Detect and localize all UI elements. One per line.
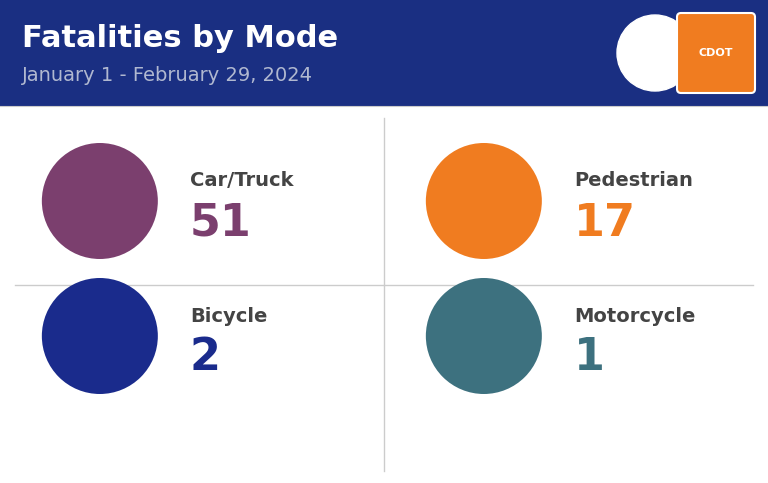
Text: Motorcycle: Motorcycle [574,307,695,326]
Circle shape [425,278,542,394]
Text: 51: 51 [190,201,252,244]
Text: Pedestrian: Pedestrian [574,171,693,190]
FancyBboxPatch shape [0,0,768,106]
Text: 17: 17 [574,201,636,244]
Text: Bicycle: Bicycle [190,307,267,326]
Text: January 1 - February 29, 2024: January 1 - February 29, 2024 [22,66,313,85]
Circle shape [425,143,542,259]
Circle shape [41,143,158,259]
Text: Car/Truck: Car/Truck [190,171,293,190]
Circle shape [41,278,158,394]
FancyBboxPatch shape [677,13,755,93]
Text: 2: 2 [190,337,221,380]
Text: 1: 1 [574,337,605,380]
Text: CDOT: CDOT [699,48,733,58]
Circle shape [617,15,693,91]
Text: Fatalities by Mode: Fatalities by Mode [22,24,338,53]
